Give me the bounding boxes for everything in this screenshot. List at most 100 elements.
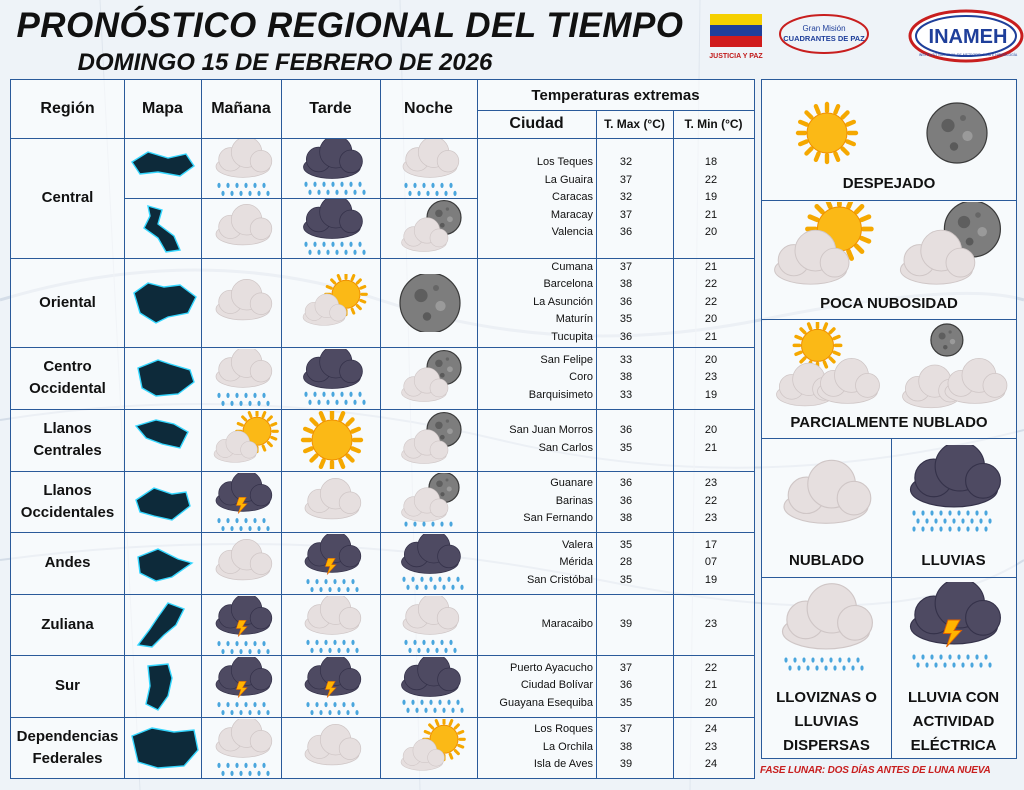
legend-clear-label: DESPEJADO [842,175,936,192]
tmin-value: 22 [704,295,718,308]
logo1-text: JUSTICIA Y PAZ [709,53,763,60]
tmax-list: 32 37 32 37 36 [596,154,656,242]
tmax-value: 39 [619,758,633,771]
header-afternoon: Tarde [309,100,352,117]
cuadrantes-logo: Gran Misión CUADRANTES DE PAZ [779,14,869,54]
region-name: Oriental [39,293,96,311]
city-name: Valencia [551,226,593,239]
legend-rain-label: LLUVIAS [921,552,986,569]
tmax-value: 36 [619,679,633,692]
tmin-list: 20 23 19 [676,352,746,405]
weather-morning-icon [207,592,279,654]
region-map [128,414,200,466]
legend-moon-icon [912,88,1002,178]
weather-night-icon [394,471,466,531]
tmax-value: 38 [619,740,633,753]
city-list: Los Teques La Guaira Caracas Maracay Valenci… [477,154,593,242]
weather-morning-icon [207,409,279,469]
tmax-value: 38 [619,278,633,291]
city-name: La Guaira [544,173,593,186]
tmin-list: 23 [676,616,746,634]
tmax-value: 33 [619,353,633,366]
tmin-value: 20 [704,353,718,366]
tmin-value: 22 [704,494,718,507]
weather-afternoon-icon [296,271,368,332]
city-list: San Felipe Coro Barquisimeto [477,352,593,405]
header-city: Ciudad [509,115,564,132]
header-tmin: T. Min (°C) [684,117,743,131]
tmax-value: 38 [619,371,633,384]
city-name: San Fernando [523,512,593,525]
tmin-value: 23 [704,617,718,630]
weather-afternoon-icon [296,195,368,257]
tmin-value: 19 [704,388,718,401]
weather-night-icon [394,716,466,777]
city-name: Tucupita [551,330,593,343]
city-name: Puerto Ayacucho [510,661,593,674]
legend-sun-icon [782,88,872,178]
weather-afternoon-icon [296,531,368,593]
tmax-list: 39 [596,616,656,634]
tmax-value: 36 [619,494,633,507]
page-title: PRONÓSTICO REGIONAL DEL TIEMPO [16,6,684,45]
city-name: Maracaibo [541,617,593,630]
tmax-value: 39 [619,617,633,630]
legend-storm-icon [894,578,1014,682]
region-name: Dependencias Federales [16,727,119,767]
tmin-value: 21 [704,208,718,221]
tmax-value: 36 [619,295,633,308]
legend-partly-cloudy-label: PARCIALMENTE NUBLADO [790,414,988,431]
tmin-value: 21 [704,330,718,343]
city-list: San Juan Morros San Carlos [477,422,593,457]
weather-night-icon [394,411,466,469]
weather-afternoon-icon [296,592,368,654]
tmin-value: 23 [704,512,718,525]
tmax-value: 37 [619,723,633,736]
region-name: Central [41,189,94,206]
tmin-value: 21 [704,441,718,454]
city-name: Guanare [550,477,593,490]
tmax-value: 37 [619,208,633,221]
header-map: Mapa [142,100,183,117]
region-map [128,352,200,404]
weather-afternoon-icon [296,654,368,716]
tmax-value: 37 [619,260,633,273]
region-map [128,722,200,774]
region-map [128,277,200,329]
tmax-value: 36 [619,424,633,437]
tmax-list: 35 28 35 [596,537,656,590]
tmin-value: 23 [704,477,718,490]
legend-few-clouds-day-icon [765,194,885,292]
city-name: La Orchila [542,740,593,753]
header-morning: Mañana [211,100,271,117]
city-list: Los Roques La Orchila Isla de Aves [477,721,593,774]
city-list: Maracaibo [477,616,593,634]
header-region: Región [40,100,95,117]
city-name: Coro [569,371,593,384]
city-list: Valera Mérida San Cristóbal [477,537,593,590]
city-name: Maturín [555,313,593,326]
region-name: Andes [44,554,91,571]
weather-morning-icon [207,274,279,332]
city-name: San Cristóbal [526,573,593,586]
weather-afternoon-icon [296,135,368,197]
venezuela-flag-logo: JUSTICIA Y PAZ [709,14,763,60]
tmax-value: 35 [619,696,633,709]
forecast-table: Región Mapa Mañana Tarde Noche Temperatu… [10,79,755,779]
tmin-value: 23 [704,371,718,384]
tmin-list: 23 22 23 [676,475,746,528]
tmax-value: 38 [619,512,633,525]
tmin-list: 22 21 20 [676,660,746,713]
legend-partly-cloudy-night-icon [892,322,1014,412]
tmax-value: 37 [619,173,633,186]
city-name: La Asunción [533,295,593,308]
tmax-value: 28 [619,556,633,569]
tmax-list: 37 36 35 [596,660,656,713]
legend-few-clouds-label: POCA NUBOSIDAD [820,295,958,312]
weather-morning-icon [207,715,279,777]
legend-cloudy-icon [765,452,887,542]
city-name: San Felipe [540,353,593,366]
header-extremes: Temperaturas extremas [531,86,700,104]
legend-drizzle-icon [765,582,887,682]
inameh-logo: INAMEH INSTITUTO NACIONAL DE METEOROLOGÍ… [908,9,1024,63]
